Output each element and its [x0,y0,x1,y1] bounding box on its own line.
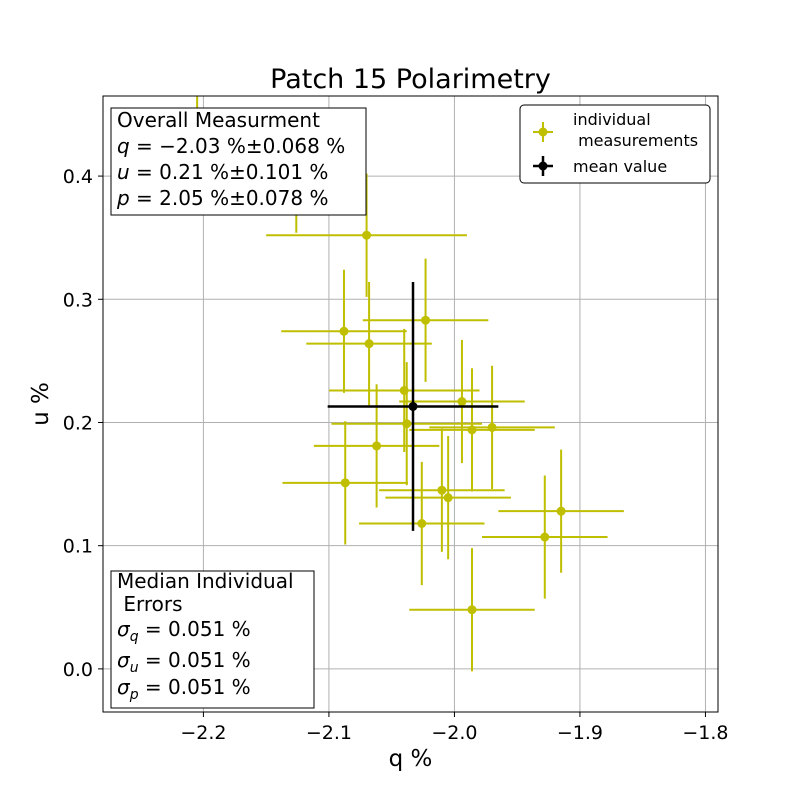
x-tick-label: −2.0 [431,722,477,744]
individual-measurement-point [417,519,427,529]
legend-individual-marker [538,127,548,137]
legend-individual-label: measurements [573,131,698,150]
y-tick-label: 0.1 [63,536,93,558]
median-box-frame [110,570,315,709]
chart-title: Patch 15 Polarimetry [270,64,551,95]
overall-box-line: p = 2.05 %±0.078 % [116,186,328,210]
y-tick-label: 0.3 [63,289,93,311]
individual-measurement-point [443,493,453,503]
individual-measurement-point [437,485,447,495]
individual-measurement-point [467,605,477,615]
median-box-heading: Median Individual [117,569,294,593]
legend-mean-marker [538,161,548,171]
x-tick-label: −2.1 [306,722,352,744]
legend-frame [519,104,711,184]
overall-box-frame [110,107,367,216]
x-tick-label: −1.9 [557,722,603,744]
individual-measurement-point [362,230,372,240]
y-tick-label: 0.2 [63,412,93,434]
individual-measurement-point [372,441,382,451]
overall-box-line: q = −2.03 %±0.068 % [117,134,345,158]
legend: individual measurements mean value [519,104,711,184]
individual-measurement-point [402,419,412,429]
individual-measurement-point [487,422,497,432]
x-tick-label: −1.8 [682,722,728,744]
individual-measurement-point [364,339,374,349]
median-box-line: σu = 0.051 % [117,648,251,676]
y-axis-label: u % [28,382,54,426]
overall-box-line: u = 0.21 %±0.101 % [117,160,328,184]
individual-measurement-point [457,397,467,407]
median-box-heading: Errors [117,592,183,616]
median-box-line: σq = 0.051 % [117,617,251,645]
legend-individual-label: individual [573,110,651,129]
legend-mean-label: mean value [573,157,667,176]
individual-measurement-point [340,478,350,488]
individual-measurement-point [421,315,431,325]
ticks: −2.2 −2.1 −2.0 −1.9 −1.8 0.0 0.1 0.2 0.3 0.4 [63,166,729,744]
individual-measurement-point [556,506,566,516]
x-axis-label: q % [389,746,433,772]
x-tick-label: −2.2 [180,722,226,744]
individual-measurement-point [339,326,349,336]
y-tick-label: 0.4 [63,166,93,188]
median-box-line: σp = 0.051 % [117,675,251,703]
mean-value-point [408,401,418,411]
y-tick-label: 0.0 [63,659,93,681]
individual-measurement-point [540,532,550,542]
overall-box-heading: Overall Measurment [117,108,320,132]
axes-frame [102,95,719,713]
